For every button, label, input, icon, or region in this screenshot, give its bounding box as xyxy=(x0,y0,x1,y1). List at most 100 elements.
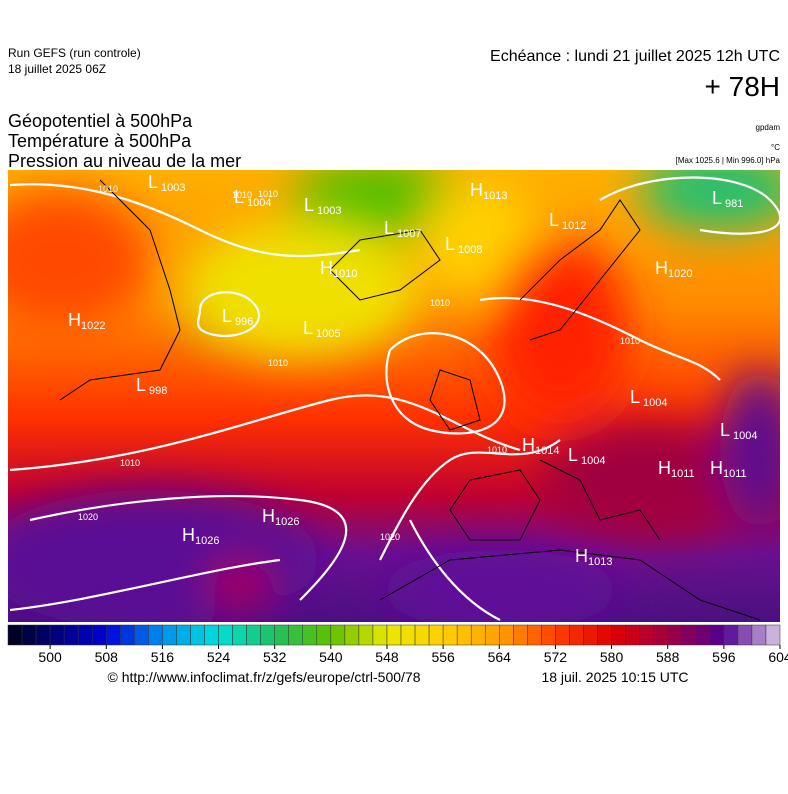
pressure-center: L xyxy=(630,387,640,407)
colorbar-cell xyxy=(484,624,500,646)
layer-unit: [Max 1025.6 | Min 996.0] hPa xyxy=(676,156,781,165)
colorbar-cell xyxy=(204,624,219,646)
colorbar-tick-label: 596 xyxy=(712,649,736,665)
pressure-center: L xyxy=(234,187,244,207)
colorbar-tick-label: 604 xyxy=(768,649,788,665)
valid-time: Echéance : lundi 21 juillet 2025 12h UTC xyxy=(490,48,780,65)
colorbar-tick-label: 500 xyxy=(38,649,62,665)
pressure-value: 996 xyxy=(235,316,253,328)
colorbar-tick-label: 516 xyxy=(151,649,175,665)
pressure-center: H xyxy=(575,546,588,566)
run-label: Run GEFS (run controle) xyxy=(8,46,141,60)
colorbar-cell xyxy=(35,624,51,646)
generated-time: 18 juil. 2025 10:15 UTC xyxy=(541,669,688,685)
isobar-label: 1020 xyxy=(380,532,400,542)
pressure-value: 1004 xyxy=(733,430,757,442)
colorbar-cell xyxy=(414,624,430,646)
colorbar-cell xyxy=(695,624,711,646)
colorbar-cell xyxy=(709,624,725,646)
pressure-center: L xyxy=(136,375,146,395)
colorbar-cell xyxy=(358,624,374,646)
colorbar-cell xyxy=(120,624,135,646)
layer-title: Température à 500hPa xyxy=(8,131,192,151)
colorbar-cell xyxy=(7,624,23,646)
colorbar-cell xyxy=(106,624,121,646)
colorbar: 500 508 516 524 532 540 548 556 564 572 580 588 596 6… xyxy=(7,624,788,665)
colorbar-tick-label: 548 xyxy=(375,649,399,665)
colorbar-cell xyxy=(260,624,275,646)
colorbar-cell xyxy=(597,624,612,646)
pressure-value: 1008 xyxy=(458,244,482,256)
colorbar-cell xyxy=(344,624,360,646)
colorbar-cell xyxy=(134,624,149,646)
colorbar-cell xyxy=(372,624,388,646)
pressure-center: H xyxy=(710,458,723,478)
isobars xyxy=(9,176,780,621)
colorbar-tick-label: 588 xyxy=(656,649,680,665)
layer-title: Géopotentiel à 500hPa xyxy=(8,111,193,131)
colorbar-cell xyxy=(232,624,247,646)
pressure-center: L xyxy=(712,188,722,208)
colorbar-cell xyxy=(541,624,556,646)
colorbar-cell xyxy=(667,624,682,646)
colorbar-cell xyxy=(569,624,584,646)
colorbar-cell xyxy=(527,624,542,646)
colorbar-tick-label: 524 xyxy=(207,649,231,665)
pressure-center: L xyxy=(222,306,232,326)
isobar-label: 1010 xyxy=(620,336,640,346)
pressure-value: 981 xyxy=(725,198,743,210)
pressure-center: H xyxy=(470,180,483,200)
pressure-value: 1010 xyxy=(333,268,357,280)
colorbar-tick-label: 540 xyxy=(319,649,343,665)
colorbar-cell xyxy=(442,624,458,646)
colorbar-cell xyxy=(21,624,37,646)
pressure-center: L xyxy=(303,318,313,338)
layer-unit: °C xyxy=(771,143,780,152)
pressure-center: H xyxy=(320,258,333,278)
pressure-center: H xyxy=(68,310,81,330)
colorbar-cell xyxy=(555,624,570,646)
pressure-center: L xyxy=(568,445,578,465)
isobar-label: 1010 xyxy=(487,445,507,455)
pressure-center: L xyxy=(304,195,314,215)
colorbar-cell xyxy=(190,624,205,646)
layer-unit: gpdam xyxy=(756,123,781,132)
colorbar-tick-label: 532 xyxy=(263,649,287,665)
pressure-center: H xyxy=(522,435,535,455)
isobar-label: 1010 xyxy=(258,189,278,199)
colorbar-cell xyxy=(765,624,781,646)
pressure-center: L xyxy=(720,420,730,440)
colorbar-cell xyxy=(639,624,654,646)
colorbar-cell xyxy=(428,624,444,646)
pressure-value: 1022 xyxy=(81,320,105,332)
pressure-value: 1007 xyxy=(397,228,421,240)
pressure-value: 1003 xyxy=(317,205,341,217)
colorbar-cell xyxy=(49,624,65,646)
pressure-center: L xyxy=(384,218,394,238)
colorbar-cell xyxy=(681,624,697,646)
colorbar-cell xyxy=(737,624,753,646)
colorbar-tick-label: 556 xyxy=(431,649,455,665)
temperature-field xyxy=(8,170,780,622)
colorbar-cell xyxy=(583,624,598,646)
colorbar-cell xyxy=(400,624,416,646)
isobar-label: 1010 xyxy=(268,358,288,368)
colorbar-cell xyxy=(218,624,233,646)
colorbar-cell xyxy=(723,624,739,646)
colorbar-tick-label: 572 xyxy=(544,649,568,665)
pressure-center: H xyxy=(655,258,668,278)
pressure-value: 1026 xyxy=(275,516,299,528)
colorbar-cell xyxy=(751,624,767,646)
lead-time: + 78H xyxy=(705,71,781,102)
pressure-value: 1013 xyxy=(483,190,507,202)
pressure-value: 1026 xyxy=(195,535,219,547)
pressure-center: H xyxy=(658,458,671,478)
pressure-value: 1011 xyxy=(671,468,695,480)
colorbar-cell xyxy=(316,624,332,646)
colorbar-cell xyxy=(611,624,626,646)
pressure-value: 1020 xyxy=(668,268,692,280)
colorbar-cell xyxy=(77,624,93,646)
colorbar-cell xyxy=(499,624,514,646)
